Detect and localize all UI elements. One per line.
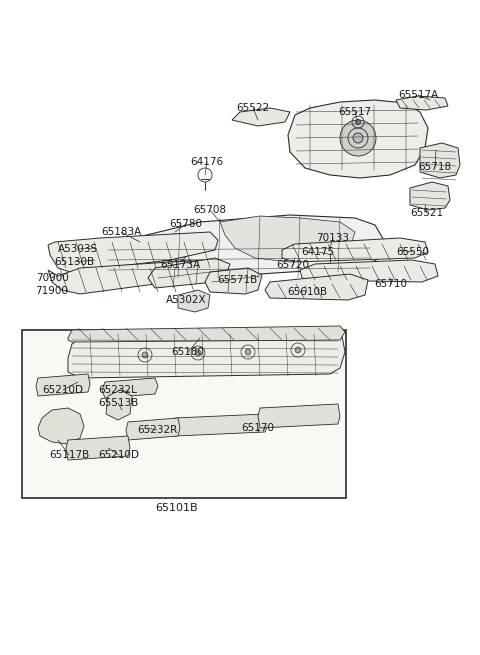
Polygon shape <box>38 408 84 444</box>
Text: 70900: 70900 <box>36 273 68 283</box>
Circle shape <box>356 119 360 124</box>
Polygon shape <box>410 182 450 210</box>
Text: 65522: 65522 <box>237 103 270 113</box>
Text: 65170: 65170 <box>241 423 275 433</box>
Circle shape <box>161 234 189 262</box>
Text: 65521: 65521 <box>410 208 444 218</box>
Polygon shape <box>66 436 130 460</box>
Circle shape <box>353 133 363 143</box>
Text: 64175: 64175 <box>301 247 335 257</box>
Text: 64176: 64176 <box>191 157 224 167</box>
Text: 65180: 65180 <box>171 347 204 357</box>
Polygon shape <box>300 260 438 282</box>
Polygon shape <box>68 332 345 378</box>
Polygon shape <box>258 404 340 428</box>
Text: 65183A: 65183A <box>101 227 141 237</box>
Text: 65720: 65720 <box>276 260 310 270</box>
Polygon shape <box>420 143 460 178</box>
Text: 65708: 65708 <box>193 205 227 215</box>
Circle shape <box>245 349 251 355</box>
Polygon shape <box>126 418 180 440</box>
Text: 70133: 70133 <box>316 233 349 243</box>
Polygon shape <box>48 260 212 294</box>
Polygon shape <box>102 378 158 398</box>
Polygon shape <box>396 96 448 110</box>
Polygon shape <box>172 414 268 436</box>
Text: A5302X: A5302X <box>166 295 206 305</box>
Text: 65117B: 65117B <box>49 450 89 460</box>
Text: 65780: 65780 <box>169 219 203 229</box>
Polygon shape <box>265 274 368 300</box>
Circle shape <box>239 231 257 249</box>
Text: A5303S: A5303S <box>58 244 98 254</box>
Text: 65130B: 65130B <box>54 257 94 267</box>
Polygon shape <box>106 390 132 420</box>
Circle shape <box>142 352 148 358</box>
Circle shape <box>195 350 201 356</box>
Text: 65513B: 65513B <box>98 398 138 408</box>
Polygon shape <box>148 258 230 288</box>
Text: 65173A: 65173A <box>160 260 200 270</box>
Text: 65517A: 65517A <box>398 90 438 100</box>
Text: 65710: 65710 <box>374 279 408 289</box>
Text: 65101B: 65101B <box>156 503 198 513</box>
Text: 65550: 65550 <box>396 247 430 257</box>
Polygon shape <box>232 108 290 126</box>
Polygon shape <box>288 100 428 178</box>
Text: 65610B: 65610B <box>287 287 327 297</box>
Text: 65232R: 65232R <box>137 425 177 435</box>
Text: 65210D: 65210D <box>98 450 140 460</box>
Polygon shape <box>68 326 345 342</box>
Polygon shape <box>36 374 90 396</box>
Circle shape <box>340 120 376 156</box>
Text: 65517: 65517 <box>338 107 372 117</box>
Bar <box>22 330 346 498</box>
Text: 65718: 65718 <box>419 162 452 172</box>
Text: 65232L: 65232L <box>98 385 137 395</box>
Polygon shape <box>220 216 355 262</box>
Text: 65571B: 65571B <box>217 275 257 285</box>
Polygon shape <box>282 238 428 262</box>
Polygon shape <box>178 290 210 312</box>
Polygon shape <box>205 268 262 294</box>
Text: 71900: 71900 <box>36 286 69 296</box>
Polygon shape <box>48 232 218 272</box>
Polygon shape <box>105 215 385 282</box>
Circle shape <box>295 347 301 353</box>
Text: 65210D: 65210D <box>43 385 84 395</box>
